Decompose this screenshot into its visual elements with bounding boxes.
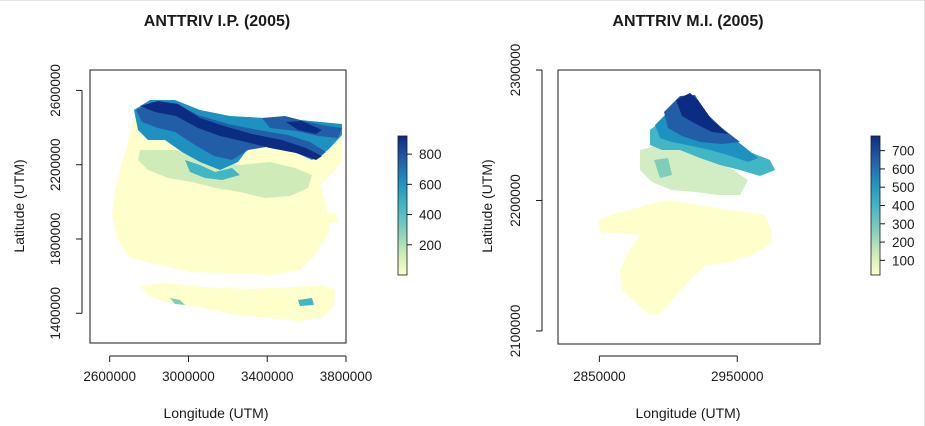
- ip-zone-ne-peak: [286, 121, 322, 134]
- chart-mi-y-label: Latitude (UTM): [479, 159, 495, 252]
- ip-x-tick-label: 2600000: [83, 369, 136, 384]
- chart-mi-x-label: Longitude (UTM): [635, 405, 740, 421]
- ip-zone-mountains-peak: [140, 101, 322, 160]
- mi-colorbar-tick-label: 300: [892, 217, 915, 232]
- ip-zone-east-islet: [322, 213, 338, 224]
- ip-colorbar-tick-label: 200: [419, 238, 442, 253]
- ip-y-tick-label: 1400000: [48, 287, 63, 340]
- ip-zone-south-coast-2: [298, 298, 314, 306]
- chart-mi-plot-frame: [557, 69, 821, 345]
- mi-zone-valley: [654, 158, 672, 178]
- chart-mi-colorbar-ticks: 100 200 300 400 500 600 700: [880, 144, 915, 268]
- mi-colorbar-tick-label: 100: [892, 253, 915, 268]
- ip-y-tick-label: 2600000: [48, 64, 63, 117]
- mi-y-tick-label: 2200000: [508, 174, 523, 227]
- chart-ip-colorbar-ticks: 200 400 600 800: [407, 147, 442, 253]
- ip-y-tick-label: 2200000: [48, 138, 63, 191]
- mi-x-tick-label: 2850000: [573, 369, 626, 384]
- mi-colorbar-tick-label: 200: [892, 235, 915, 250]
- mi-colorbar-tick-label: 500: [892, 180, 915, 195]
- chart-mi-title: ANTTRIV M.I. (2005): [612, 13, 763, 30]
- ip-y-tick-label: 1800000: [48, 213, 63, 266]
- mi-zone-summit: [676, 93, 728, 134]
- chart-ip-plot-frame: [89, 69, 347, 344]
- ip-colorbar-tick-label: 800: [419, 147, 442, 162]
- mi-zone-lowlands: [598, 200, 772, 314]
- chart-mi: ANTTRIV M.I. (2005) 2850000 2950000 21000…: [479, 13, 915, 421]
- ip-zone-south-block: [140, 283, 335, 321]
- chart-ip-colorbar: [397, 135, 408, 276]
- chart-ip-map: [112, 100, 342, 321]
- ip-colorbar-tick-label: 400: [419, 208, 442, 223]
- mi-y-tick-label: 2300000: [508, 44, 523, 97]
- mi-colorbar-tick-label: 400: [892, 199, 915, 214]
- mi-colorbar-tick-label: 600: [892, 162, 915, 177]
- mi-zone-plains: [640, 145, 748, 195]
- mi-x-tick-label: 2950000: [711, 369, 764, 384]
- chart-ip-title: ANTTRIV I.P. (2005): [144, 13, 290, 30]
- chart-ip-y-axis: 1400000 1800000 2200000 2600000: [48, 64, 83, 340]
- ip-colorbar-tick-label: 600: [419, 177, 442, 192]
- mi-y-tick-label: 2100000: [508, 305, 523, 358]
- ip-zone-foothills: [185, 160, 240, 180]
- chart-ip-x-label: Longitude (UTM): [163, 405, 268, 421]
- chart-ip-x-axis: 2600000 3000000 3400000 3800000: [83, 355, 373, 384]
- chart-ip: ANTTRIV I.P. (2005) 2600000 3000000 340000…: [11, 13, 442, 421]
- ip-x-tick-label: 3400000: [241, 369, 294, 384]
- ip-x-tick-label: 3800000: [320, 369, 373, 384]
- chart-ip-y-label: Latitude (UTM): [11, 159, 27, 252]
- ip-zone-south-coast: [170, 298, 185, 305]
- chart-mi-y-axis: 2100000 2200000 2300000: [508, 44, 543, 358]
- mi-colorbar-tick-label: 700: [892, 144, 915, 159]
- chart-mi-colorbar: [870, 135, 881, 276]
- frame-top-edge: [0, 0, 925, 1]
- chart-mi-x-axis: 2850000 2950000: [573, 355, 764, 384]
- chart-mi-map: [598, 93, 775, 314]
- ip-x-tick-label: 3000000: [162, 369, 215, 384]
